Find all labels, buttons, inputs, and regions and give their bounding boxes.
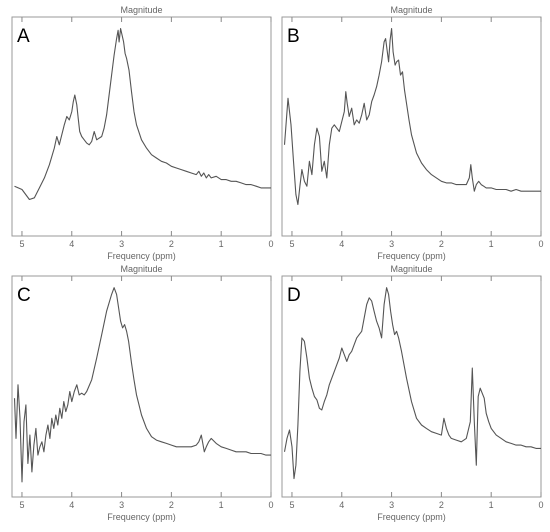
x-tick-label: 1: [219, 239, 224, 249]
panel-label: B: [287, 26, 300, 47]
x-tick-label: 2: [439, 500, 444, 510]
plot-title: Magnitude: [120, 5, 162, 15]
x-tick-label: 5: [289, 239, 294, 249]
spectrum-panel-a: Magnitude 5 4 3 2 1 0 Frequency (ppm) A: [11, 5, 274, 261]
x-tick-label: 4: [339, 500, 344, 510]
spectrum-line: [283, 28, 541, 206]
panel-label: C: [17, 285, 31, 306]
x-tick-label: 5: [289, 500, 294, 510]
x-tick-label: 3: [389, 500, 394, 510]
panel-label: A: [17, 26, 30, 47]
x-tick-label: 0: [538, 500, 543, 510]
x-tick-label: 1: [489, 239, 494, 249]
plot-title: Magnitude: [120, 264, 162, 274]
panel-label: D: [287, 285, 301, 306]
x-tick-label: 2: [439, 239, 444, 249]
x-tick-label: 4: [339, 239, 344, 249]
spectrum-line: [283, 287, 541, 480]
x-tick-label: 4: [69, 239, 74, 249]
plot-title: Magnitude: [390, 264, 432, 274]
x-tick-label: 0: [538, 239, 543, 249]
x-tick-label: 1: [219, 500, 224, 510]
spectrum-line: [14, 28, 271, 201]
x-tick-label: 0: [268, 239, 273, 249]
x-tick-label: 4: [69, 500, 74, 510]
x-tick-label: 5: [19, 239, 24, 249]
spectrum-panel-d: Magnitude 5 4 3 2 1 0 Frequency (ppm) D: [281, 264, 544, 522]
x-tick-label: 3: [389, 239, 394, 249]
plot-frame: [281, 275, 542, 498]
x-tick-label: 3: [119, 239, 124, 249]
x-axis-label: Frequency (ppm): [107, 251, 176, 261]
plot-title: Magnitude: [390, 5, 432, 15]
x-tick-label: 2: [169, 500, 174, 510]
x-axis-label: Frequency (ppm): [377, 251, 446, 261]
spectrum-panel-c: Magnitude 5 4 3 2 1 0 Frequency (ppm) C: [11, 264, 274, 522]
x-axis-label: Frequency (ppm): [377, 512, 446, 522]
x-tick-label: 5: [19, 500, 24, 510]
spectrum-panel-b: Magnitude 5 4 3 2 1 0 Frequency (ppm) B: [281, 5, 544, 261]
x-tick-label: 1: [489, 500, 494, 510]
plot-frame: [11, 275, 272, 498]
x-axis-label: Frequency (ppm): [107, 512, 176, 522]
x-tick-label: 0: [268, 500, 273, 510]
plot-frame: [11, 16, 272, 237]
x-tick-label: 2: [169, 239, 174, 249]
spectrum-line: [13, 287, 271, 483]
x-tick-label: 3: [119, 500, 124, 510]
plot-frame: [281, 16, 542, 237]
